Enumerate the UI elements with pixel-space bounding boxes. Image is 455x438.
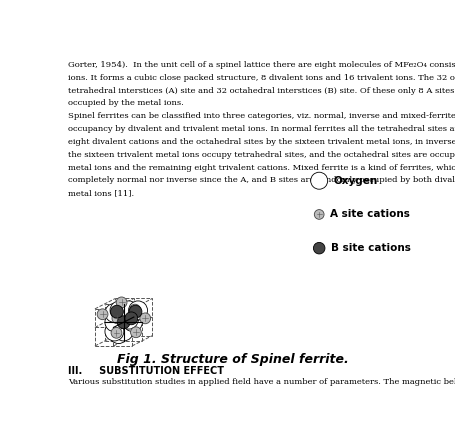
Circle shape: [105, 304, 124, 322]
Circle shape: [130, 304, 141, 315]
Text: Oxygen: Oxygen: [334, 176, 378, 186]
Circle shape: [123, 313, 142, 332]
Circle shape: [314, 210, 324, 219]
Circle shape: [111, 305, 123, 318]
Circle shape: [97, 309, 108, 320]
Circle shape: [117, 316, 130, 328]
Text: B site cations: B site cations: [331, 243, 411, 253]
Circle shape: [105, 313, 124, 332]
Circle shape: [119, 301, 138, 320]
Circle shape: [125, 312, 138, 325]
Circle shape: [109, 315, 128, 334]
Text: Gorter, 1954).  In the unit cell of a spinel lattice there are eight molecules o: Gorter, 1954). In the unit cell of a spi…: [68, 61, 455, 69]
Circle shape: [129, 301, 147, 320]
Text: metal ions and the remaining eight trivalent cations. Mixed ferrite is a kind of: metal ions and the remaining eight triva…: [68, 163, 455, 172]
Text: A site cations: A site cations: [330, 209, 410, 219]
Text: Fig 1. Structure of Spinel ferrite.: Fig 1. Structure of Spinel ferrite.: [117, 353, 349, 366]
Text: the sixteen trivalent metal ions occupy tetrahedral sites, and the octahedral si: the sixteen trivalent metal ions occupy …: [68, 151, 455, 159]
Circle shape: [311, 172, 328, 189]
Text: metal ions [11].: metal ions [11].: [68, 189, 134, 197]
Circle shape: [313, 242, 325, 254]
Text: Various substitution studies in applied field have a number of parameters. The m: Various substitution studies in applied …: [68, 378, 455, 386]
Circle shape: [129, 305, 142, 318]
Text: III.     SUBSTITUTION EFFECT: III. SUBSTITUTION EFFECT: [68, 366, 224, 376]
Circle shape: [109, 325, 128, 343]
Circle shape: [114, 322, 133, 341]
Circle shape: [112, 313, 123, 324]
Circle shape: [140, 313, 151, 324]
Text: tetrahedral interstices (A) site and 32 octahedral interstices (B) site. Of thes: tetrahedral interstices (A) site and 32 …: [68, 87, 455, 95]
Circle shape: [111, 328, 122, 338]
Circle shape: [114, 304, 133, 322]
Text: occupancy by divalent and trivalent metal ions. In normal ferrites all the tetra: occupancy by divalent and trivalent meta…: [68, 125, 455, 133]
Text: eight divalent cations and the octahedral sites by the sixteen trivalent metal i: eight divalent cations and the octahedra…: [68, 138, 455, 146]
Circle shape: [116, 297, 127, 308]
Text: Spinel ferrites can be classified into three categories, viz. normal, inverse an: Spinel ferrites can be classified into t…: [68, 112, 455, 120]
Text: occupied by the metal ions.: occupied by the metal ions.: [68, 99, 184, 107]
Circle shape: [131, 327, 142, 338]
Circle shape: [110, 301, 129, 320]
Circle shape: [105, 322, 124, 341]
Text: ions. It forms a cubic close packed structure, 8 divalent ions and 16 trivalent : ions. It forms a cubic close packed stru…: [68, 74, 455, 82]
Circle shape: [119, 310, 138, 329]
Text: completely normal nor inverse since the A, and B sites are randomly occupied by : completely normal nor inverse since the …: [68, 177, 455, 184]
Circle shape: [123, 304, 142, 322]
